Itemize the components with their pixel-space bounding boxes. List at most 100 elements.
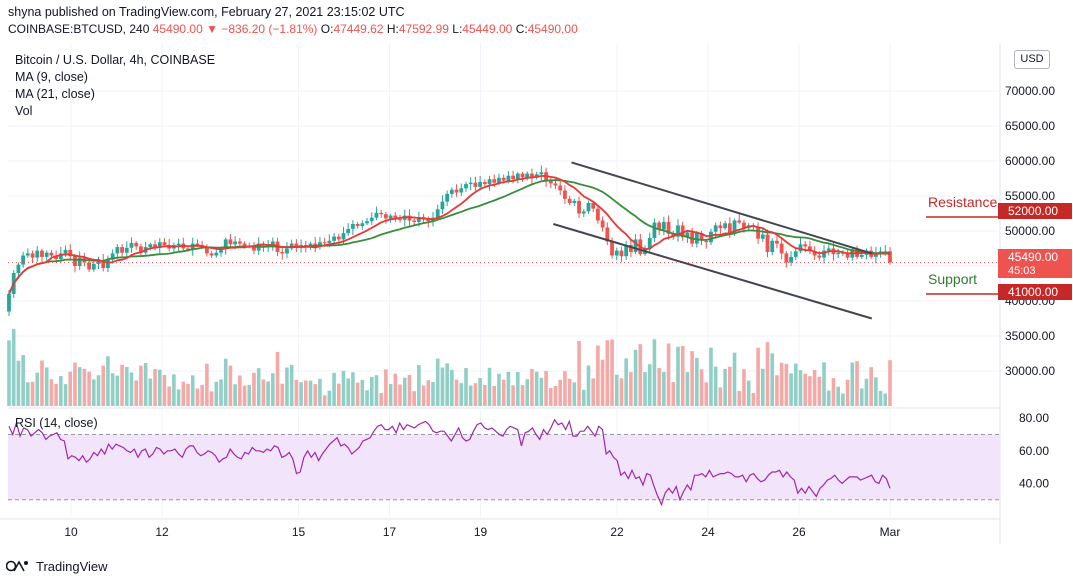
candle-body bbox=[355, 224, 360, 227]
volume-bar bbox=[506, 371, 511, 406]
candle-body bbox=[426, 219, 431, 222]
candle-body bbox=[591, 203, 596, 209]
ma21-legend[interactable]: MA (21, close) bbox=[15, 87, 95, 101]
volume-bar bbox=[209, 391, 214, 406]
candle-body bbox=[40, 250, 44, 257]
volume-bar bbox=[563, 371, 567, 406]
volume-bar bbox=[59, 376, 63, 406]
candle-body bbox=[784, 253, 789, 263]
candle-body bbox=[563, 190, 567, 199]
volume-bar bbox=[384, 369, 388, 406]
candle-body bbox=[341, 233, 346, 240]
volume-bar bbox=[44, 367, 49, 406]
volume-bar bbox=[577, 341, 581, 406]
volume-bar bbox=[360, 379, 365, 406]
volume-bar bbox=[789, 373, 793, 406]
volume-bar bbox=[308, 380, 313, 406]
ma9-legend[interactable]: MA (9, close) bbox=[15, 70, 88, 84]
candle-body bbox=[742, 222, 746, 229]
volume-bar bbox=[115, 375, 120, 406]
candle-body bbox=[214, 252, 219, 256]
volume-bar bbox=[412, 391, 416, 406]
candle-body bbox=[68, 249, 73, 257]
volume-bar bbox=[567, 378, 572, 406]
candle-body bbox=[412, 220, 417, 222]
rsi-tick-label: 40.00 bbox=[1019, 476, 1049, 490]
candle-body bbox=[407, 215, 412, 221]
candle-body bbox=[129, 242, 134, 248]
volume-bar bbox=[167, 386, 171, 406]
candle-body bbox=[124, 247, 129, 253]
volume-bar bbox=[530, 368, 534, 406]
volume-bar bbox=[233, 384, 237, 406]
volume-bar bbox=[148, 378, 153, 406]
open-label: O: bbox=[320, 22, 334, 36]
candle-body bbox=[694, 233, 699, 244]
volume-bar bbox=[304, 380, 308, 406]
resistance-label: Resistance bbox=[928, 194, 998, 210]
currency-badge[interactable]: USD bbox=[1014, 50, 1050, 69]
rsi-legend[interactable]: RSI (14, close) bbox=[15, 416, 98, 430]
publish-line: shyna published on TradingView.com, Febr… bbox=[8, 5, 405, 19]
time-tick-label: 10 bbox=[64, 525, 78, 539]
candle-body bbox=[289, 243, 294, 249]
candle-body bbox=[223, 239, 228, 250]
volume-bar bbox=[520, 385, 525, 406]
volume-bar bbox=[633, 349, 638, 406]
volume-bar bbox=[49, 379, 54, 406]
volume-bar bbox=[534, 371, 539, 406]
volume-bar bbox=[238, 375, 242, 406]
candle-body bbox=[610, 241, 614, 256]
candle-body bbox=[789, 256, 793, 263]
ohlc-line: COINBASE:BTCUSD, 240 45490.00 ▼ −836.20 … bbox=[8, 22, 578, 36]
volume-bar bbox=[737, 390, 742, 406]
volume-bar bbox=[431, 381, 435, 406]
volume-bar bbox=[558, 379, 563, 406]
volume-bar bbox=[619, 378, 624, 406]
candle-body bbox=[204, 247, 209, 254]
candle-body bbox=[572, 200, 577, 203]
candle-body bbox=[652, 222, 657, 238]
candle-body bbox=[101, 260, 106, 269]
tradingview-brand[interactable]: TradingView bbox=[6, 556, 108, 576]
volume-bar bbox=[728, 366, 732, 406]
volume-legend[interactable]: Vol bbox=[15, 104, 33, 118]
candle-body bbox=[808, 246, 812, 252]
candle-body bbox=[732, 220, 737, 234]
candle-body bbox=[614, 250, 619, 256]
candle-body bbox=[63, 249, 68, 254]
volume-bar bbox=[435, 358, 440, 406]
volume-bar bbox=[756, 347, 760, 406]
volume-bar bbox=[200, 384, 204, 406]
volume-bar bbox=[732, 352, 737, 406]
time-tick-label: 12 bbox=[155, 525, 169, 539]
rsi-band bbox=[8, 434, 1000, 500]
candle-body bbox=[327, 240, 332, 243]
candle-body bbox=[482, 182, 487, 185]
candle-body bbox=[657, 222, 662, 230]
last-price: 45490.00 bbox=[152, 22, 203, 36]
volume-bar bbox=[318, 378, 322, 406]
candle-body bbox=[435, 209, 440, 218]
volume-bar bbox=[271, 373, 275, 406]
symbol-label: COINBASE:BTCUSD, 240 bbox=[8, 22, 150, 36]
candle-body bbox=[16, 264, 21, 273]
candle-body bbox=[770, 240, 775, 252]
price-tick-label: 65000.00 bbox=[1005, 119, 1055, 133]
candle-body bbox=[162, 242, 167, 245]
candle-body bbox=[157, 242, 162, 248]
candle-body bbox=[666, 221, 671, 234]
volume-bar bbox=[695, 357, 699, 406]
candle-body bbox=[737, 220, 742, 223]
volume-bar bbox=[826, 390, 831, 406]
volume-bar bbox=[63, 384, 68, 406]
volume-bar bbox=[54, 383, 58, 406]
candle-body bbox=[676, 225, 680, 237]
volume-bar bbox=[190, 375, 195, 406]
chart-canvas[interactable]: 70000.00 65000.00 60000.00 55000.00 50000.00… bbox=[0, 44, 1073, 554]
volume-bar bbox=[388, 384, 393, 406]
volume-bar bbox=[313, 384, 318, 406]
candle-body bbox=[878, 251, 883, 253]
chart-header: shyna published on TradingView.com, Febr… bbox=[0, 0, 1073, 44]
volume-bar bbox=[327, 390, 332, 406]
